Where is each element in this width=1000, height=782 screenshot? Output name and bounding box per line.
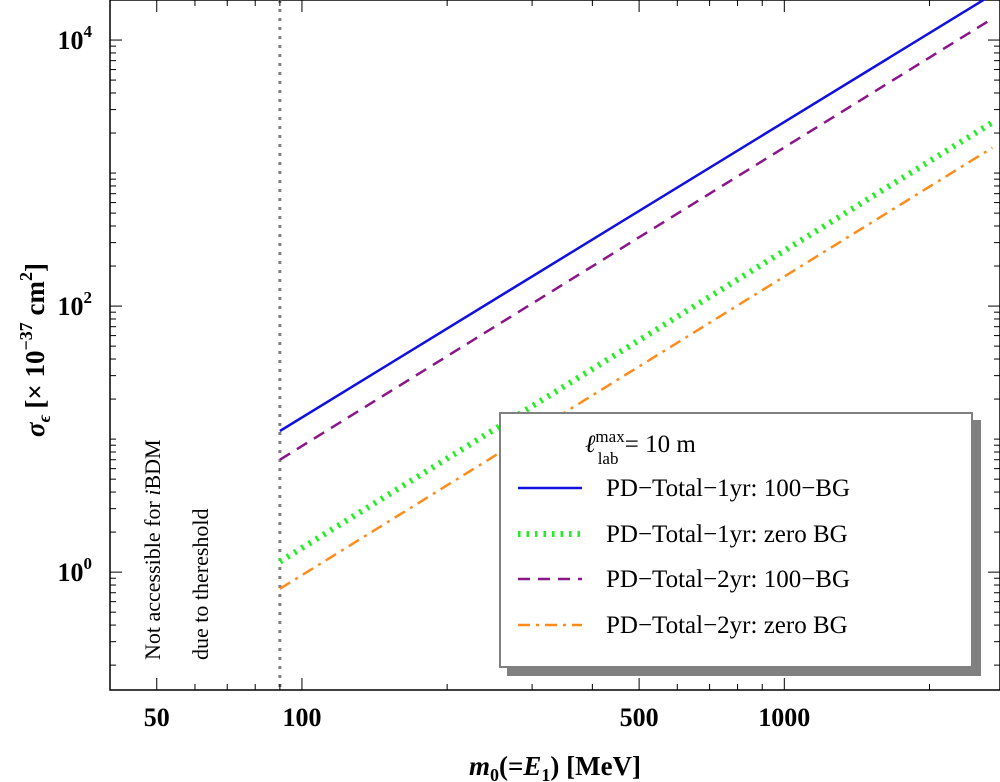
- legend-label-1: PD−Total−1yr: 100−BG: [606, 475, 850, 502]
- x-tick-label: 100: [282, 703, 321, 732]
- series-line-3: [279, 17, 994, 461]
- x-tick-label: 500: [620, 703, 659, 732]
- y-tick-label: 100: [58, 554, 93, 587]
- legend-label-4: PD−Total−2yr: zero BG: [606, 612, 848, 639]
- series-line-1: [279, 0, 986, 433]
- series-line-2: [278, 119, 994, 565]
- threshold-annotation-line1: Not accessible for iBDM: [140, 439, 165, 660]
- legend: ℓmax lab = 10 m PD−Total−1yr: 100−BG PD−To…: [499, 412, 981, 676]
- y-axis-title: σϵ[× 10−37 cm2]: [16, 263, 54, 437]
- y-tick-label: 104: [58, 22, 93, 55]
- legend-label-3: PD−Total−2yr: 100−BG: [606, 566, 850, 593]
- x-tick-label: 50: [144, 703, 170, 732]
- y-tick-label: 102: [58, 288, 93, 321]
- threshold-annotation-line2: due to thereshold: [188, 508, 213, 660]
- series-line-4: [279, 146, 994, 590]
- x-tick-label: 1000: [758, 703, 810, 732]
- legend-header: ℓmax lab = 10 m: [585, 427, 696, 468]
- x-axis-title: m0(=E1) [MeV]: [469, 751, 641, 782]
- legend-label-2: PD−Total−1yr: zero BG: [606, 521, 848, 548]
- plot-frame: [109, 0, 1000, 691]
